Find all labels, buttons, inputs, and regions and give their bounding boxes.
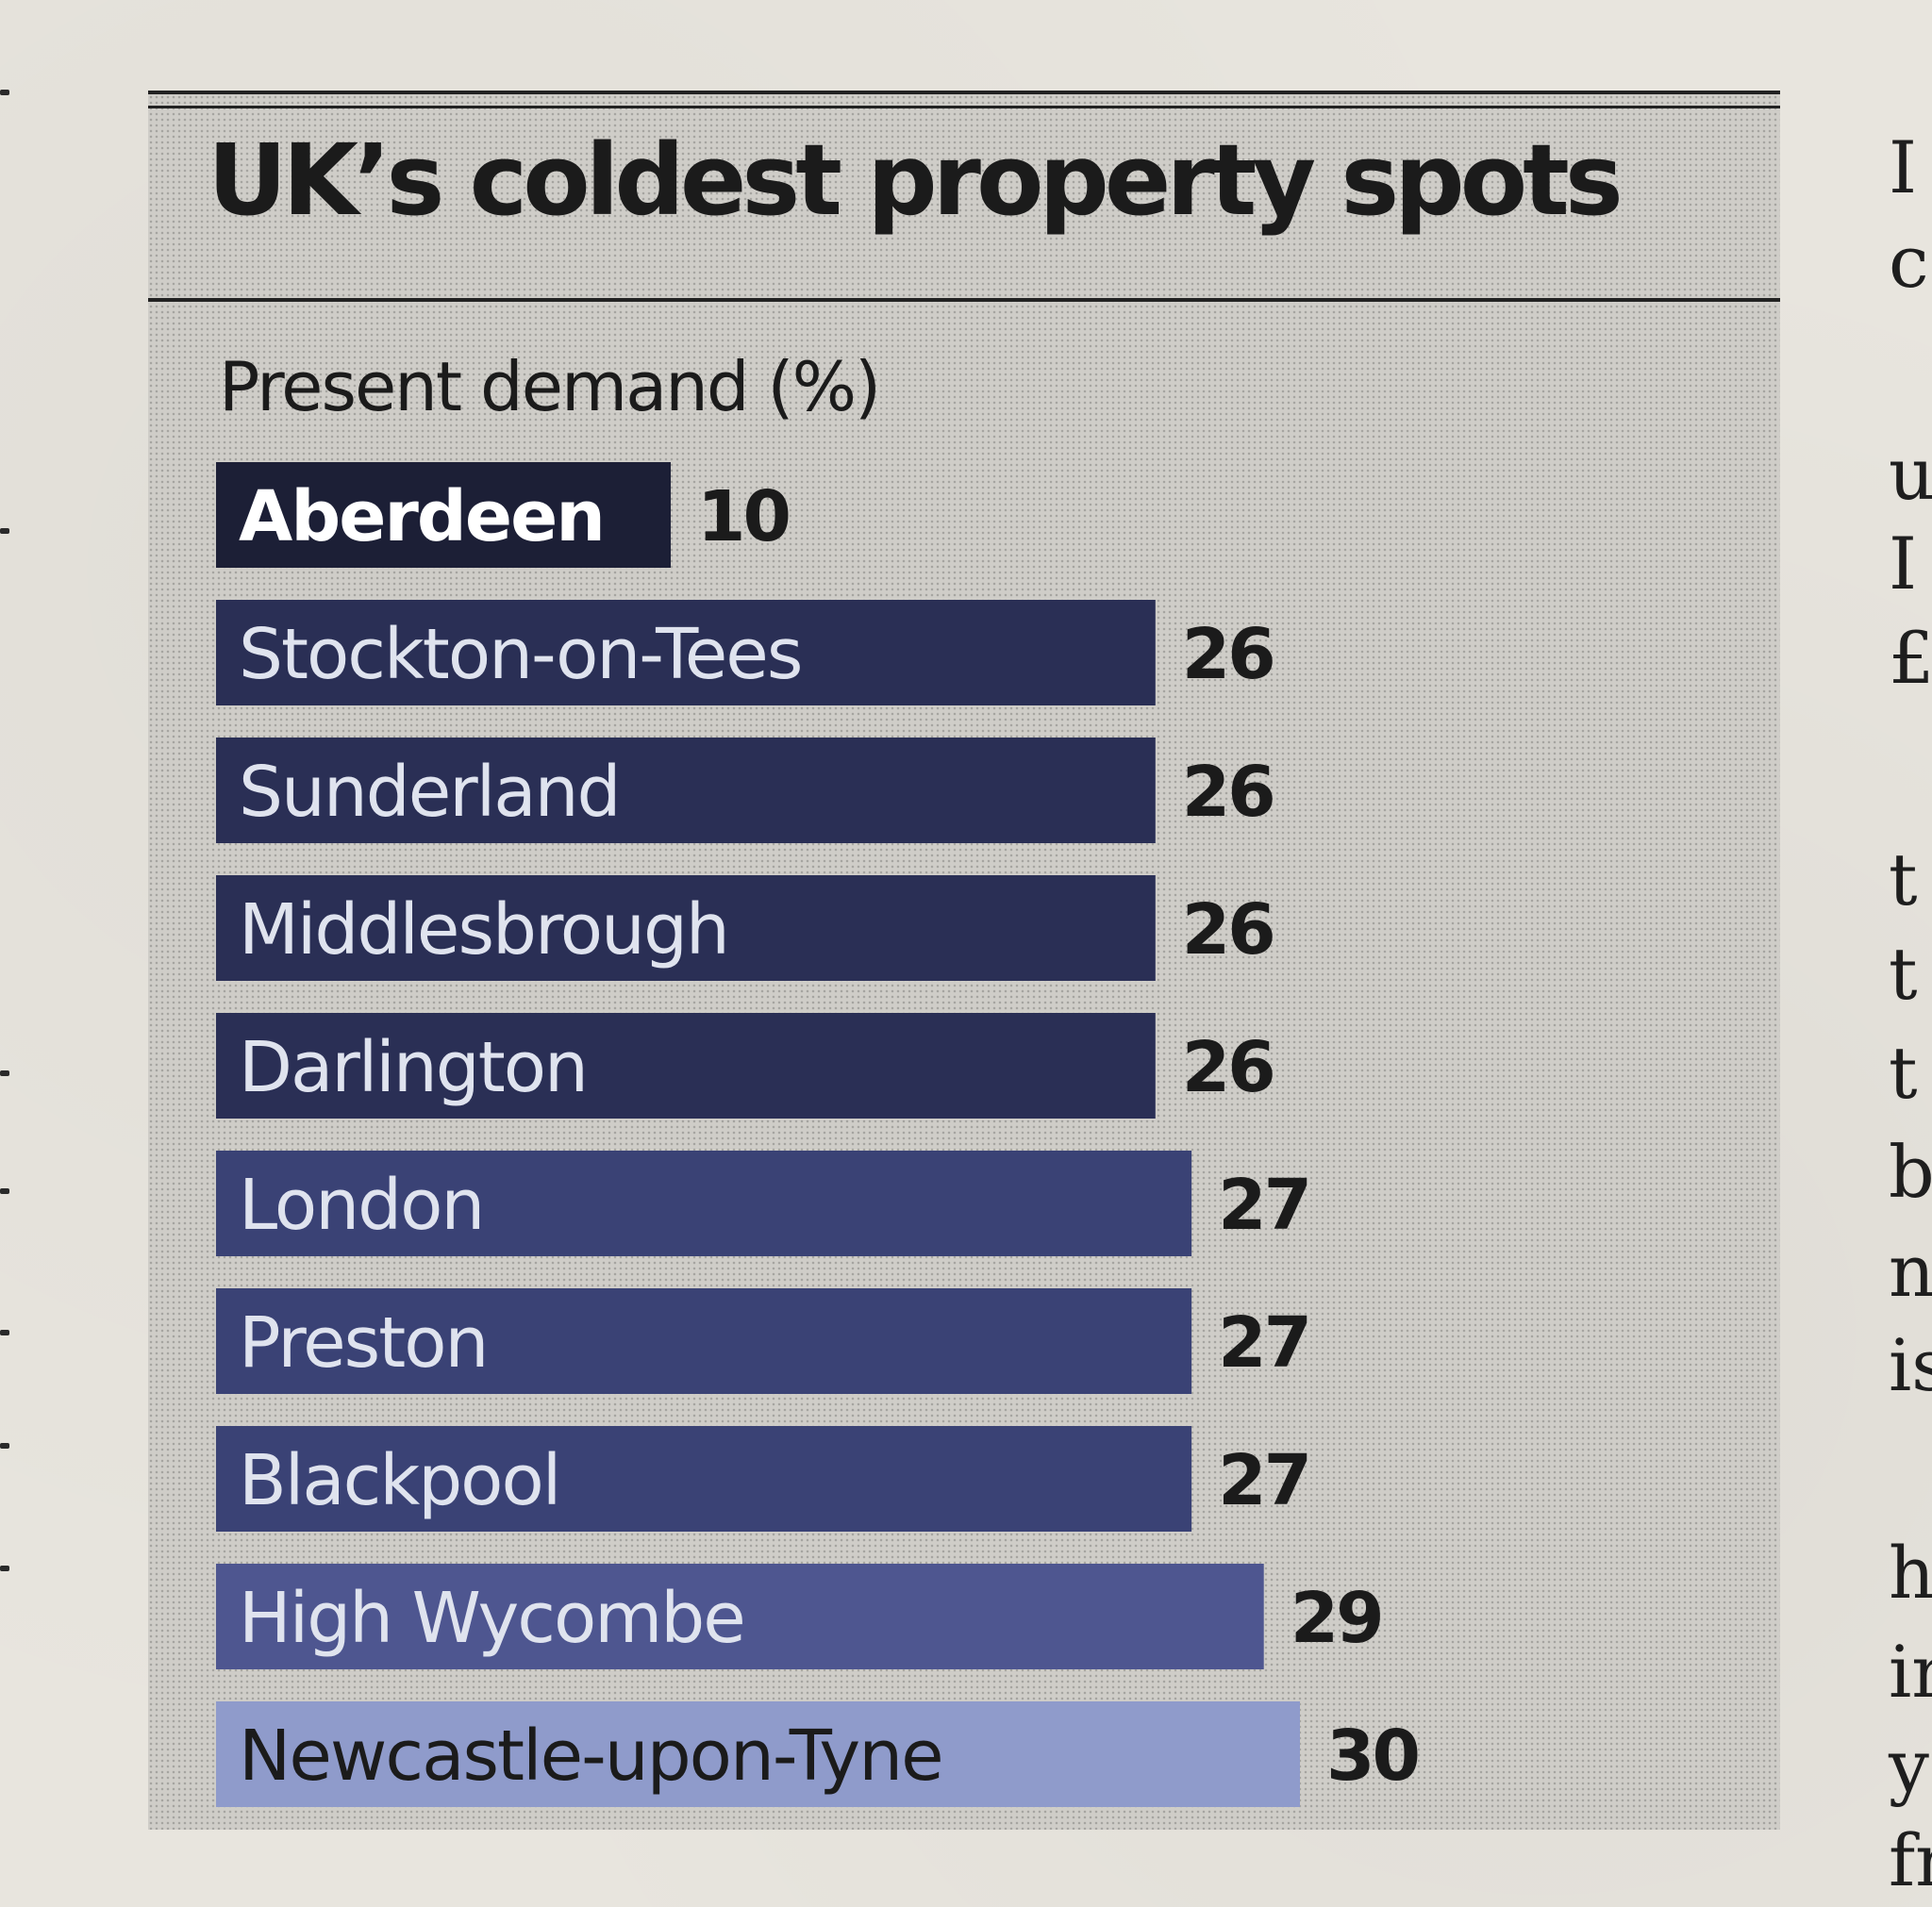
side-column-fragment: is bbox=[1889, 1323, 1932, 1407]
bar-aberdeen bbox=[216, 462, 671, 568]
bar-value-label: 10 bbox=[697, 476, 789, 557]
bar-darlington bbox=[216, 1013, 1156, 1119]
bar-preston bbox=[216, 1288, 1192, 1394]
bar-value-label: 27 bbox=[1218, 1302, 1309, 1384]
column-divider-dot bbox=[0, 1330, 9, 1335]
bar-blackpool bbox=[216, 1426, 1192, 1532]
bar-label: Newcastle-upon-Tyne bbox=[239, 1716, 942, 1797]
bar-label: Preston bbox=[239, 1302, 487, 1384]
subtitle-rule bbox=[148, 298, 1780, 302]
side-column-fragment: t bbox=[1889, 837, 1918, 921]
title-rule bbox=[148, 106, 1780, 108]
bar-label: Darlington bbox=[239, 1027, 587, 1108]
chart-title: UK’s coldest property spots bbox=[208, 123, 1624, 238]
bar-label: Middlesbrough bbox=[239, 889, 728, 970]
column-divider-dot bbox=[0, 90, 9, 95]
bar-london bbox=[216, 1151, 1192, 1256]
bar-value-label: 26 bbox=[1182, 889, 1274, 970]
bar-high-wycombe bbox=[216, 1564, 1264, 1669]
bar-label: London bbox=[239, 1165, 483, 1246]
side-column-fragment: I bbox=[1889, 125, 1918, 209]
side-column-fragment: b bbox=[1889, 1130, 1932, 1214]
column-divider-dot bbox=[0, 1188, 9, 1194]
side-column-fragment: £ bbox=[1889, 616, 1932, 700]
bar-value-label: 30 bbox=[1326, 1716, 1418, 1797]
column-divider-dot bbox=[0, 1070, 9, 1076]
bar-value-label: 27 bbox=[1218, 1165, 1309, 1246]
side-column-fragment: y bbox=[1889, 1724, 1929, 1808]
column-divider-dot bbox=[0, 1443, 9, 1449]
bar-label: Blackpool bbox=[239, 1440, 559, 1521]
bar-value-label: 26 bbox=[1182, 1027, 1274, 1108]
side-column-fragment: t bbox=[1889, 932, 1918, 1016]
bar-label: Aberdeen bbox=[239, 476, 604, 557]
bar-label: Sunderland bbox=[239, 752, 619, 833]
side-column-fragment: c bbox=[1889, 220, 1929, 304]
bar-label: Stockton-on-Tees bbox=[239, 614, 801, 695]
bar-value-label: 27 bbox=[1218, 1440, 1309, 1521]
column-divider-dot bbox=[0, 528, 9, 534]
bar-value-label: 26 bbox=[1182, 752, 1274, 833]
side-column-fragment: ir bbox=[1889, 1630, 1932, 1714]
bar-value-label: 29 bbox=[1291, 1578, 1382, 1659]
side-column-fragment: fr bbox=[1889, 1818, 1932, 1902]
bar-middlesbrough bbox=[216, 875, 1156, 981]
side-column-fragment: I bbox=[1889, 522, 1918, 605]
bar-label: High Wycombe bbox=[239, 1578, 744, 1659]
column-divider-dot bbox=[0, 1566, 9, 1571]
side-column-fragment: u bbox=[1889, 432, 1932, 516]
chart-subtitle: Present demand (%) bbox=[219, 347, 881, 426]
bar-value-label: 26 bbox=[1182, 614, 1274, 695]
bar-sunderland bbox=[216, 738, 1156, 843]
bar-newcastle-upon-tyne bbox=[216, 1701, 1300, 1807]
bar-stockton-on-tees bbox=[216, 600, 1156, 705]
side-column-fragment: h bbox=[1889, 1531, 1932, 1615]
side-column-fragment: n bbox=[1889, 1229, 1932, 1313]
side-column-fragment: t bbox=[1889, 1031, 1918, 1115]
